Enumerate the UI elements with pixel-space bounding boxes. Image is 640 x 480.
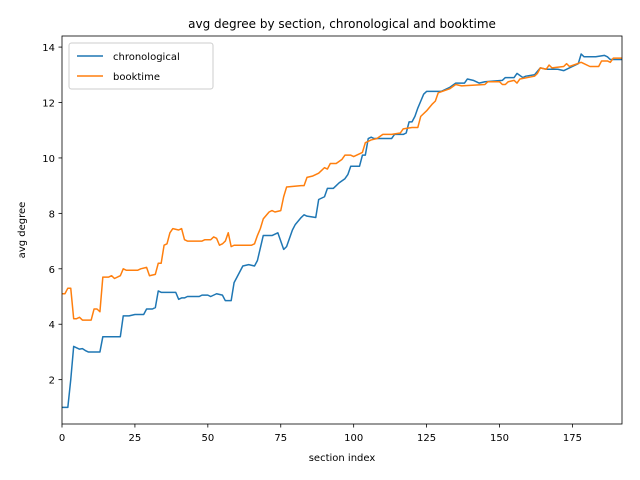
- x-tick-label: 125: [417, 433, 436, 444]
- x-tick-label: 25: [129, 433, 142, 444]
- legend-box: [68, 42, 214, 90]
- legend: chronological booktime: [68, 42, 214, 90]
- legend-label: booktime: [113, 72, 160, 83]
- y-tick-label: 8: [49, 209, 55, 220]
- x-tick-label: 50: [201, 433, 214, 444]
- series-line-chronological: [62, 53, 622, 409]
- series-layer: [62, 53, 622, 409]
- x-tick-label: 75: [274, 433, 287, 444]
- x-axis-title: section index: [309, 453, 376, 464]
- x-tick-label: 150: [490, 433, 509, 444]
- chart-title: avg degree by section, chronological and…: [188, 17, 496, 31]
- x-tick-label: 175: [563, 433, 582, 444]
- y-tick-label: 10: [42, 154, 55, 165]
- x-tick-label: 100: [344, 433, 363, 444]
- y-tick-label: 12: [42, 99, 55, 110]
- series-line-booktime: [62, 57, 622, 321]
- x-tick-label: 0: [59, 433, 65, 444]
- y-tick-label: 6: [49, 265, 55, 276]
- y-tick-label: 4: [49, 320, 55, 331]
- plot-frame: [61, 35, 623, 425]
- legend-label: chronological: [113, 52, 180, 63]
- y-axis-title: avg degree: [17, 202, 28, 259]
- y-tick-label: 14: [42, 43, 55, 54]
- axis-ticks: 0 25 50 75 100 125 150 175 2 4 6 8 10 12 14: [42, 43, 582, 444]
- y-tick-label: 2: [49, 376, 55, 387]
